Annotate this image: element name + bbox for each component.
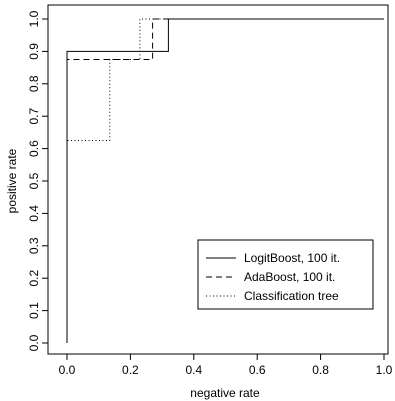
x-tick-label: 0.2: [122, 363, 139, 377]
x-tick-label: 0.0: [59, 363, 76, 377]
legend-label: AdaBoost, 100 it.: [244, 270, 335, 284]
y-tick-label: 1.0: [27, 10, 41, 27]
legend-label: Classification tree: [244, 289, 339, 303]
y-tick-label: 0.9: [27, 43, 41, 60]
y-tick-label: 0.1: [27, 302, 41, 319]
y-tick-label: 0.6: [27, 140, 41, 157]
y-tick-label: 0.5: [27, 172, 41, 189]
x-tick-label: 0.6: [249, 363, 266, 377]
y-tick-label: 0.0: [27, 334, 41, 351]
y-tick-label: 0.8: [27, 75, 41, 92]
y-tick-label: 0.7: [27, 108, 41, 125]
x-tick-label: 1.0: [376, 363, 393, 377]
axes: 0.0 0.2 0.4 0.6 0.8 1.0 0.0 0.1 0.2 0.3 0.4 0.5 0.6 0…: [27, 10, 393, 377]
y-tick-label: 0.3: [27, 237, 41, 254]
legend: LogitBoost, 100 it. AdaBoost, 100 it. Clas…: [197, 239, 374, 310]
y-tick-label: 0.4: [27, 205, 41, 222]
series-layer: [66, 18, 384, 343]
x-tick-label: 0.4: [185, 363, 202, 377]
y-axis-label: positive rate: [5, 148, 19, 213]
x-axis-label: negative rate: [190, 386, 260, 400]
legend-label: LogitBoost, 100 it.: [244, 251, 340, 265]
legend-box: [197, 239, 374, 310]
x-tick-label: 0.8: [312, 363, 329, 377]
series-line-3: [66, 18, 384, 343]
y-tick-label: 0.2: [27, 270, 41, 287]
